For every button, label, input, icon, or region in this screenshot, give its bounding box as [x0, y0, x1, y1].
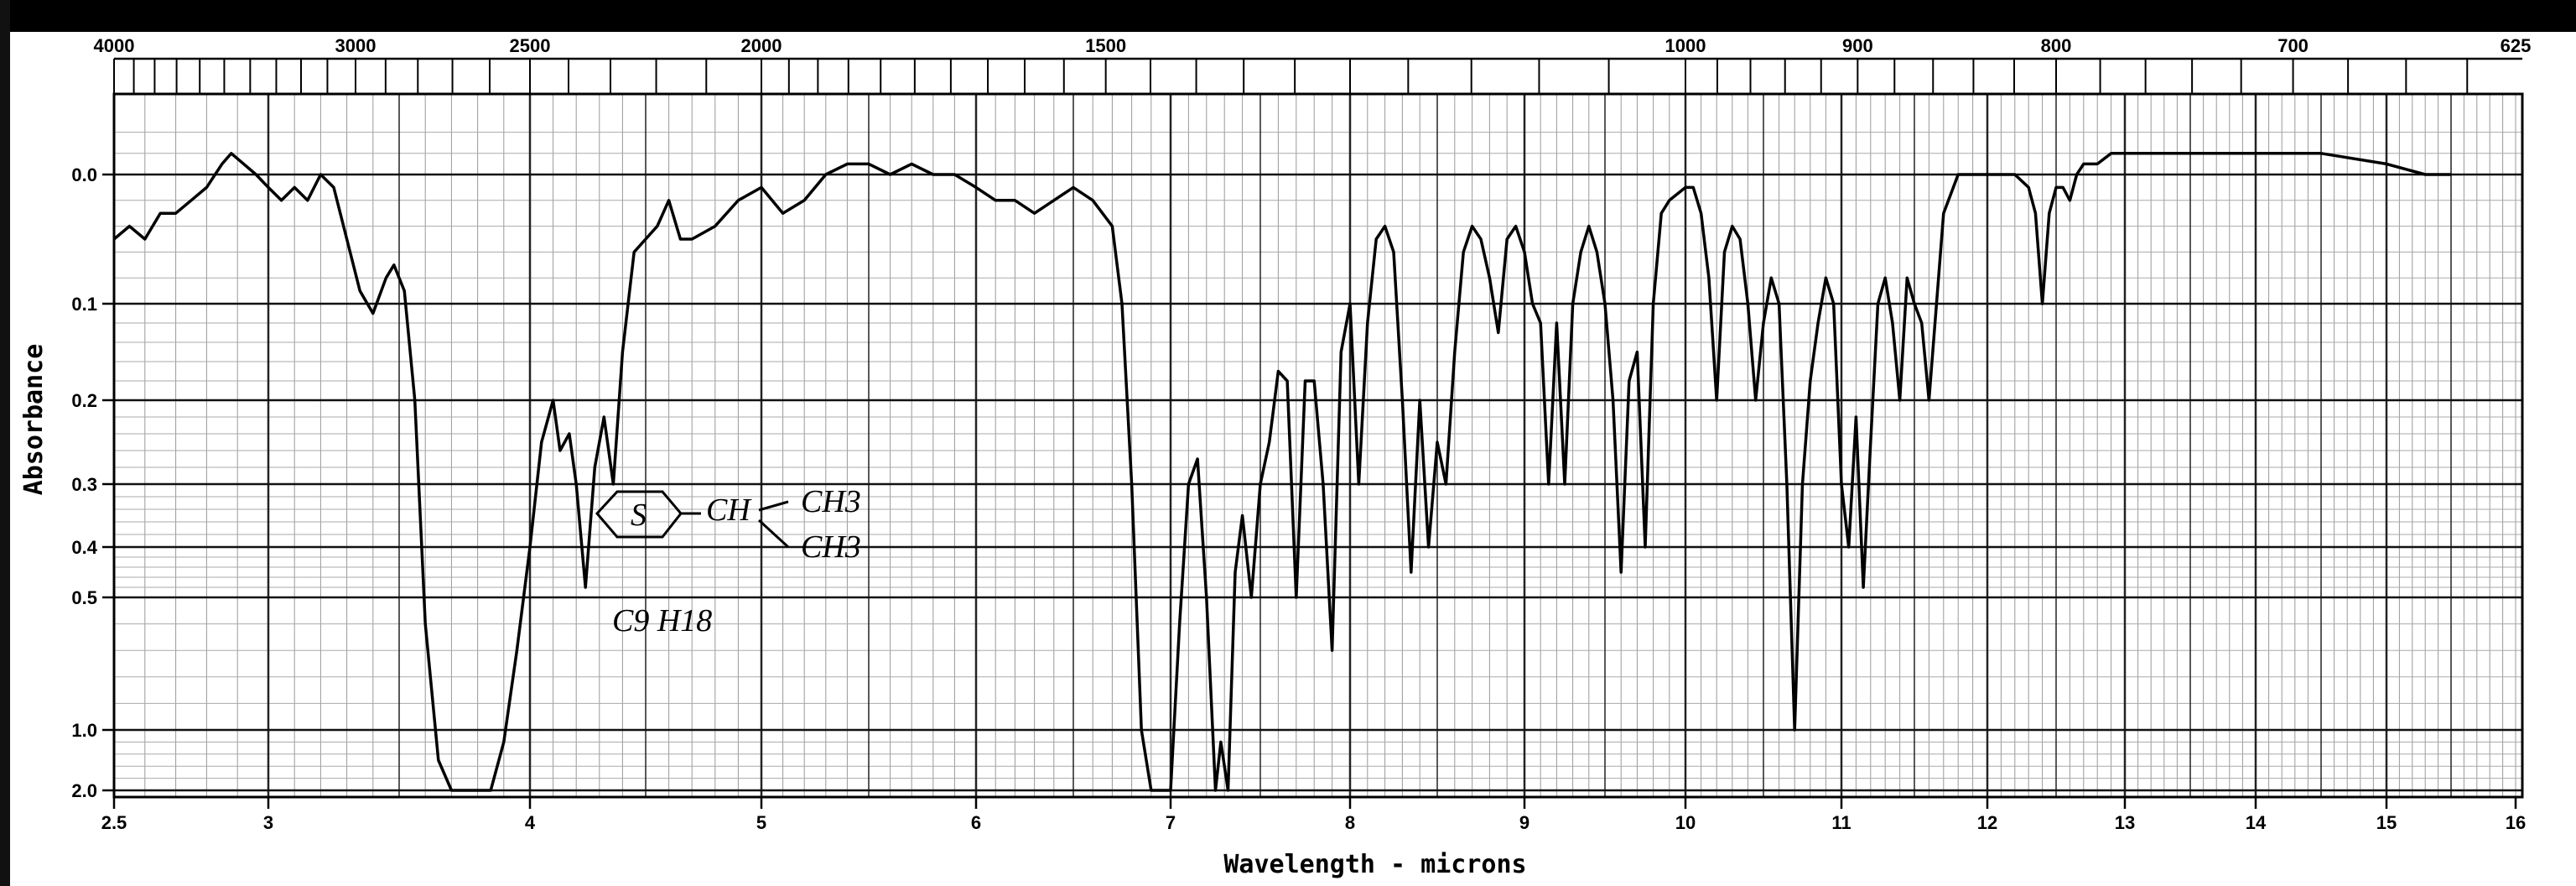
x-tick-label: 10 — [1675, 812, 1696, 833]
top-tick-label: 2500 — [510, 35, 551, 56]
spectrum-line — [112, 152, 2451, 792]
y-tick-label: 0.3 — [71, 474, 97, 495]
y-tick-label: 0.2 — [71, 390, 97, 411]
methyl-label-1: CH3 — [801, 484, 861, 519]
top-tick-label: 2000 — [741, 35, 782, 56]
y-tick-label: 2.0 — [71, 780, 97, 801]
top-wavenumber-axis: 4000 3000 2500 2000 1500 1000 900 800 700 625 — [94, 35, 2532, 94]
bond-upper — [758, 500, 789, 512]
y-tick-label: 0.0 — [71, 164, 97, 185]
x-tick-label: 9 — [1519, 812, 1530, 833]
x-tick-label: 13 — [2115, 812, 2135, 833]
top-tick-label: 1000 — [1665, 35, 1706, 56]
x-tick-label: 12 — [1977, 812, 1997, 833]
y-tick-label: 0.5 — [71, 587, 97, 608]
major-grid — [114, 94, 2522, 797]
ring-label: S — [631, 498, 647, 533]
methyl-label-2: CH3 — [801, 529, 861, 565]
x-axis-title: Wavelength - microns — [1223, 850, 1526, 879]
x-tick-label: 5 — [756, 812, 766, 833]
x-tick-label: 14 — [2246, 812, 2267, 833]
handwritten-structure: S CH CH3 CH3 C9 H18 — [595, 484, 861, 638]
formula-label: C9 H18 — [612, 603, 712, 638]
top-tick-label: 4000 — [94, 35, 135, 56]
plot-frame — [112, 92, 2524, 799]
x-axis-ticks: 2.5 3 4 5 6 7 8 9 10 11 12 13 14 15 16 — [101, 797, 2526, 833]
top-tick-label: 800 — [2041, 35, 2072, 56]
x-tick-label: 4 — [525, 812, 536, 833]
y-tick-label: 0.1 — [71, 294, 97, 315]
top-tick-label: 3000 — [335, 35, 377, 56]
y-tick-label: 1.0 — [71, 720, 97, 741]
top-tick-label: 625 — [2501, 35, 2532, 56]
y-axis-title: Absorbance — [19, 344, 49, 496]
x-tick-label: 16 — [2506, 812, 2526, 833]
top-tick-label: 900 — [1842, 35, 1873, 56]
substituent-label: CH — [706, 493, 752, 528]
y-axis-ticks: 0.0 0.1 0.2 0.3 0.4 0.5 1.0 2.0 — [71, 164, 114, 801]
top-tick-label: 700 — [2277, 35, 2309, 56]
y-tick-label: 0.4 — [71, 537, 97, 558]
top-black-band — [0, 0, 2576, 32]
top-tick-label: 1500 — [1085, 35, 1126, 56]
x-tick-label: 11 — [1831, 812, 1851, 833]
left-black-margin — [0, 0, 10, 886]
bond-lower — [757, 519, 790, 549]
x-tick-label: 2.5 — [101, 812, 127, 833]
x-tick-label: 7 — [1166, 812, 1176, 833]
x-tick-label: 3 — [263, 812, 273, 833]
x-tick-label: 8 — [1345, 812, 1355, 833]
x-tick-label: 15 — [2376, 812, 2397, 833]
x-tick-label: 6 — [971, 812, 981, 833]
